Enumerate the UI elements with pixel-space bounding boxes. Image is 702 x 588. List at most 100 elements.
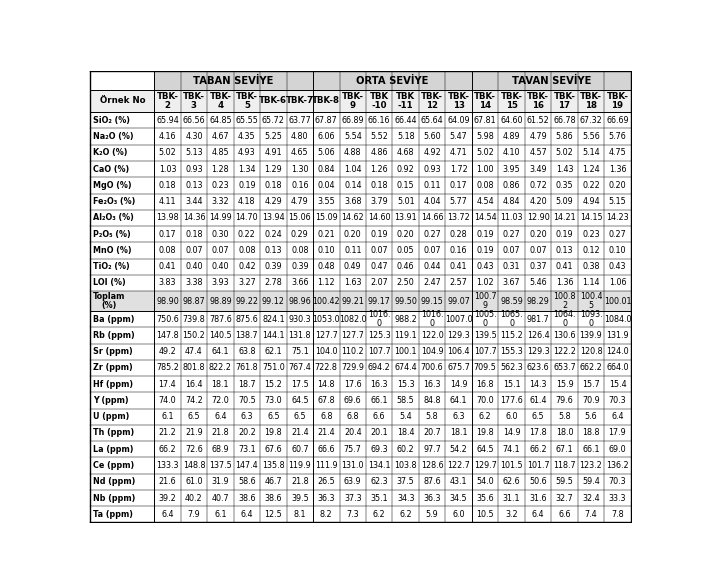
Text: 65.72: 65.72 [262, 116, 285, 125]
Bar [260, 128, 286, 145]
Bar [180, 409, 207, 425]
Bar [91, 392, 154, 409]
Text: U (ppm): U (ppm) [93, 412, 129, 421]
Bar [392, 193, 419, 210]
Bar [604, 360, 630, 376]
Text: 98.59: 98.59 [500, 296, 523, 306]
Bar [551, 275, 578, 291]
Text: 709.5: 709.5 [474, 363, 496, 372]
Text: 3.32: 3.32 [211, 197, 230, 206]
Bar [207, 112, 234, 128]
Text: TBK-
9: TBK- 9 [342, 92, 364, 110]
Bar [578, 473, 604, 490]
Text: 50.6: 50.6 [529, 477, 547, 486]
Bar [180, 291, 207, 311]
Text: 34.5: 34.5 [450, 493, 468, 503]
Text: 15.1: 15.1 [503, 380, 520, 389]
Text: 122.0: 122.0 [420, 331, 444, 340]
Bar [154, 490, 180, 506]
Text: 64.5: 64.5 [476, 445, 494, 454]
Bar [234, 311, 260, 328]
Text: 21.8: 21.8 [211, 429, 230, 437]
Bar [154, 259, 180, 275]
Bar [392, 392, 419, 409]
Text: 54.2: 54.2 [450, 445, 468, 454]
Text: 5.98: 5.98 [476, 132, 494, 141]
Bar [154, 441, 180, 457]
Bar [154, 72, 313, 89]
Bar [286, 360, 313, 376]
Text: 3.95: 3.95 [503, 165, 520, 173]
Bar [207, 506, 234, 522]
Text: 5.02: 5.02 [476, 148, 494, 158]
Bar [260, 506, 286, 522]
Text: Ba (ppm): Ba (ppm) [93, 315, 134, 323]
Bar [91, 376, 154, 392]
Bar [313, 259, 340, 275]
Text: TBK-
4: TBK- 4 [209, 92, 232, 110]
Text: 675.7: 675.7 [447, 363, 470, 372]
Bar [313, 360, 340, 376]
Text: 37.5: 37.5 [397, 477, 415, 486]
Bar [604, 226, 630, 242]
Text: 1007.0: 1007.0 [445, 315, 472, 323]
Bar [154, 392, 180, 409]
Bar [419, 89, 445, 112]
Bar [91, 490, 154, 506]
Text: 104.0: 104.0 [315, 347, 338, 356]
Bar [604, 210, 630, 226]
Text: 40.2: 40.2 [185, 493, 203, 503]
Bar [234, 441, 260, 457]
Bar [91, 311, 154, 328]
Bar [604, 425, 630, 441]
Bar [525, 89, 551, 112]
Bar [551, 242, 578, 259]
Text: 7.8: 7.8 [611, 510, 624, 519]
Text: 739.8: 739.8 [183, 315, 205, 323]
Text: 653.7: 653.7 [553, 363, 576, 372]
Bar [498, 89, 525, 112]
Bar [91, 409, 154, 425]
Bar [313, 490, 340, 506]
Bar [180, 89, 207, 112]
Bar [419, 328, 445, 343]
Text: 1.12: 1.12 [317, 279, 335, 288]
Text: 15.9: 15.9 [556, 380, 574, 389]
Bar [260, 275, 286, 291]
Text: 15.7: 15.7 [582, 380, 600, 389]
Bar [91, 360, 154, 376]
Text: 562.3: 562.3 [501, 363, 523, 372]
Bar [340, 128, 366, 145]
Text: 111.9: 111.9 [315, 461, 338, 470]
Text: 4.16: 4.16 [159, 132, 176, 141]
Bar [154, 177, 180, 193]
Bar [498, 376, 525, 392]
Bar [578, 112, 604, 128]
Text: 3.38: 3.38 [185, 279, 203, 288]
Bar [260, 311, 286, 328]
Bar [472, 259, 498, 275]
Bar [525, 177, 551, 193]
Text: 0.48: 0.48 [317, 262, 335, 271]
Text: 12.5: 12.5 [265, 510, 282, 519]
Bar [260, 161, 286, 177]
Bar [234, 112, 260, 128]
Bar [525, 490, 551, 506]
Text: TiO₂ (%): TiO₂ (%) [93, 262, 129, 271]
Text: 4.11: 4.11 [159, 197, 176, 206]
Bar [366, 376, 392, 392]
Text: 5.8: 5.8 [558, 412, 571, 421]
Text: 1053.0: 1053.0 [312, 315, 340, 323]
Text: 34.3: 34.3 [397, 493, 414, 503]
Text: 18.1: 18.1 [211, 380, 229, 389]
Text: Y (ppm): Y (ppm) [93, 396, 128, 405]
Text: 2.47: 2.47 [423, 279, 441, 288]
Text: 6.8: 6.8 [347, 412, 359, 421]
Bar [445, 89, 472, 112]
Bar [392, 328, 419, 343]
Bar [445, 242, 472, 259]
Text: 100.1: 100.1 [395, 347, 417, 356]
Bar [91, 226, 154, 242]
Bar [525, 506, 551, 522]
Text: 751.0: 751.0 [262, 363, 285, 372]
